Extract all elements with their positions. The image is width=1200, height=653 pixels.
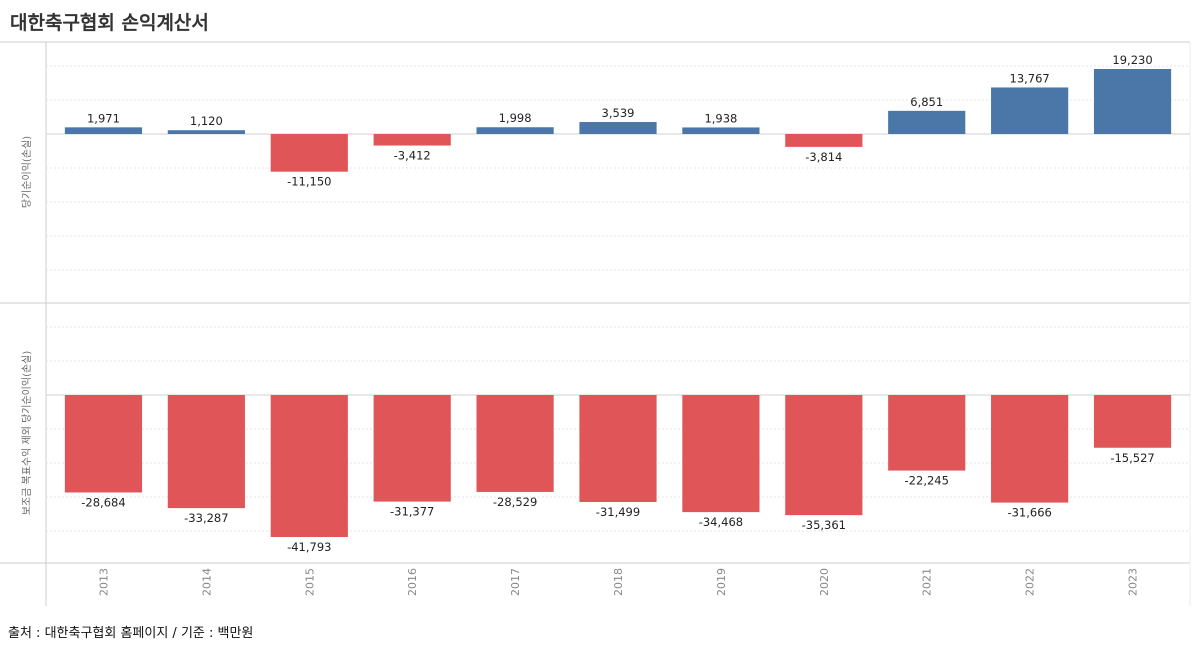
bar-1-2017	[476, 127, 554, 134]
bar-1-2015	[270, 134, 348, 172]
chart-title: 대한축구협회 손익계산서	[10, 12, 209, 34]
data-label-1-2020: -3,814	[805, 150, 842, 164]
x-tick-2023: 2023	[1127, 568, 1140, 596]
data-label-1-2016: -3,412	[394, 149, 431, 163]
data-label-2-2016: -31,377	[390, 505, 434, 519]
bar-1-2014	[167, 130, 245, 134]
bar-2-2021	[888, 395, 966, 471]
x-tick-2022: 2022	[1024, 568, 1037, 596]
data-label-1-2017: 1,998	[499, 111, 532, 125]
x-tick-2018: 2018	[612, 568, 625, 596]
data-label-2-2013: -28,684	[81, 495, 125, 509]
bar-1-2022	[991, 87, 1069, 134]
bar-1-2016	[373, 134, 451, 146]
x-tick-2017: 2017	[509, 568, 522, 596]
data-label-1-2019: 1,938	[704, 111, 737, 125]
data-label-2-2018: -31,499	[596, 505, 640, 519]
data-label-2-2017: -28,529	[493, 495, 537, 509]
x-tick-2013: 2013	[97, 568, 110, 596]
x-tick-2019: 2019	[715, 568, 728, 596]
bar-1-2019	[682, 127, 760, 134]
data-label-1-2023: 19,230	[1112, 53, 1152, 67]
bar-2-2014	[167, 395, 245, 509]
data-label-2-2020: -35,361	[802, 518, 846, 532]
x-tick-2021: 2021	[921, 568, 934, 596]
data-label-1-2021: 6,851	[910, 95, 943, 109]
data-label-1-2018: 3,539	[602, 106, 635, 120]
x-tick-2016: 2016	[406, 568, 419, 596]
data-label-2-2022: -31,666	[1007, 506, 1051, 520]
bar-2-2015	[270, 395, 348, 537]
bar-2-2022	[991, 395, 1069, 503]
bar-2-2023	[1093, 395, 1172, 448]
data-label-2-2014: -33,287	[184, 511, 228, 525]
data-label-1-2015: -11,150	[287, 175, 331, 189]
data-label-2-2015: -41,793	[287, 540, 331, 554]
bar-2-2017	[476, 395, 554, 492]
bar-1-2013	[64, 127, 143, 134]
bar-2-2013	[64, 395, 143, 493]
bar-2-2019	[682, 395, 760, 513]
data-label-1-2013: 1,971	[87, 111, 120, 125]
bar-1-2020	[785, 134, 863, 147]
x-tick-2014: 2014	[200, 568, 213, 596]
bar-1-2021	[888, 110, 966, 134]
bar-1-2023	[1093, 69, 1172, 134]
data-label-2-2019: -34,468	[699, 515, 743, 529]
data-label-1-2022: 13,767	[1010, 71, 1050, 85]
data-label-2-2021: -22,245	[905, 474, 949, 488]
bar-2-2020	[785, 395, 863, 516]
y-axis-label-top: 당기순이익(손실)	[21, 136, 33, 208]
bar-1-2018	[579, 122, 657, 134]
bar-2-2018	[579, 395, 657, 503]
y-axis-label-bottom: 보조금 복표수익 제외 당기순이익(손실)	[21, 351, 33, 516]
x-tick-2020: 2020	[818, 568, 831, 596]
source-note: 출처 : 대한축구협회 홈페이지 / 기준 : 백만원	[8, 626, 254, 641]
bar-2-2016	[373, 395, 451, 502]
data-label-2-2023: -15,527	[1110, 451, 1154, 465]
data-label-1-2014: 1,120	[190, 114, 223, 128]
x-tick-2015: 2015	[303, 568, 316, 596]
